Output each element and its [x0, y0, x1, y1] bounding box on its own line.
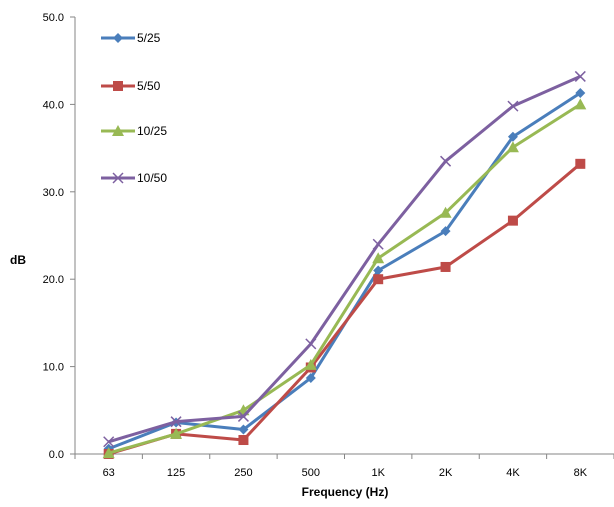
x-tick-label: 500 [302, 467, 320, 479]
legend-label: 10/25 [137, 124, 167, 138]
data-point [238, 424, 249, 435]
x-tick-label: 4K [506, 467, 520, 479]
data-point [170, 416, 182, 428]
legend-label: 5/50 [137, 79, 161, 93]
y-tick-label: 0.0 [49, 449, 64, 461]
data-point [440, 155, 452, 167]
data-point [507, 100, 519, 112]
x-tick-label: 1K [371, 467, 385, 479]
data-point [305, 372, 316, 383]
legend-marker [113, 33, 123, 43]
series-line [108, 91, 582, 451]
series-line [108, 162, 582, 456]
data-point [507, 215, 518, 226]
marker-stroke [112, 172, 124, 184]
legend-label: 5/25 [137, 31, 161, 45]
x-tick-label: 63 [103, 467, 115, 479]
y-tick-label: 30.0 [43, 187, 64, 199]
y-tick-label: 20.0 [43, 274, 64, 286]
data-point [574, 70, 586, 82]
data-point [440, 261, 451, 272]
data-point [237, 410, 249, 422]
data-point [170, 427, 183, 439]
x-tick-label: 250 [234, 467, 252, 479]
legend-item: 10/50 [101, 171, 167, 185]
data-point [507, 131, 518, 142]
data-point [102, 447, 115, 459]
data-point [372, 252, 385, 264]
marker-stroke [372, 238, 384, 250]
x-tick-label: 2K [439, 467, 453, 479]
y-axis-title: dB [10, 253, 26, 267]
legend-item: 5/50 [101, 79, 161, 93]
marker-stroke [440, 155, 452, 167]
data-point [506, 141, 519, 153]
data-point [574, 98, 587, 110]
y-axis-ticks: 0.0 10.0 20.0 30.0 40.0 50.0 [43, 12, 75, 461]
series-10-50 [103, 70, 586, 448]
data-point [575, 158, 586, 169]
series-layer [102, 70, 587, 459]
legend-item: 10/25 [101, 124, 167, 138]
data-point [372, 238, 384, 250]
series-10-25 [102, 98, 587, 459]
legend-marker [112, 125, 124, 136]
x-tick-label: 8K [574, 467, 588, 479]
x-axis-title: Frequency (Hz) [302, 485, 389, 499]
legend: 5/25 5/50 10/25 10/50 [101, 31, 167, 185]
x-tick-label: 125 [167, 467, 185, 479]
marker-stroke [170, 416, 182, 428]
legend-label: 10/50 [137, 171, 167, 185]
data-point [373, 265, 384, 276]
marker-stroke [237, 410, 249, 422]
marker-stroke [305, 338, 317, 350]
data-point [373, 274, 384, 285]
data-point [439, 206, 452, 218]
data-point [305, 338, 317, 350]
data-point [238, 435, 249, 446]
data-point [575, 88, 586, 99]
data-point [103, 436, 115, 448]
legend-marker [112, 172, 124, 184]
marker-stroke [103, 436, 115, 448]
series-line [108, 75, 581, 444]
data-point [440, 226, 451, 237]
data-point [304, 358, 317, 370]
marker-stroke [507, 100, 519, 112]
x-axis-ticks: 63 125 250 500 1K 2K 4K 8K [74, 454, 614, 479]
legend-item: 5/25 [101, 31, 161, 45]
marker-stroke [574, 70, 586, 82]
y-tick-label: 10.0 [43, 362, 64, 374]
y-tick-label: 40.0 [43, 99, 64, 111]
legend-marker [113, 81, 123, 91]
y-tick-label: 50.0 [43, 12, 64, 24]
series-line [108, 103, 582, 455]
